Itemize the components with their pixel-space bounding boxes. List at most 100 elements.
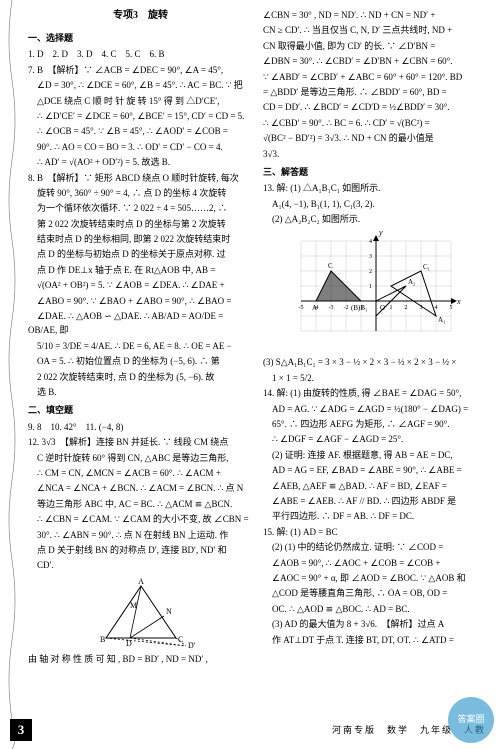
line: 9. 8 10. 42° 11. (−4, 8): [28, 420, 253, 434]
triangle-diagram: A B C D D′ M N: [86, 578, 196, 648]
svg-text:3: 3: [369, 254, 372, 260]
line: 1. D 2. D 3. D 4. C 5. C 6. B: [28, 47, 253, 61]
svg-text:1: 1: [389, 305, 392, 311]
line: CD = DD′. ∴ ∠BCD′ = ∠CD′D = ½∠BDD′ = 30°…: [263, 100, 488, 114]
line: 第 2 022 次旋转结束时点 D 的坐标与第 2 次旋转: [28, 217, 253, 231]
line: ∴ ∠D′CE′ = ∠DCE = 60°, ∠BCE′ = 15°, CD′ …: [28, 109, 253, 123]
line: ∠AEB, △AEF ≌ △BAD. ∴ AF = BD, ∠EAF =: [263, 479, 488, 493]
line: (2) 证明: 连接 AF. 根据题意, 得 AB = AE = DC,: [263, 448, 488, 462]
svg-text:A₁: A₁: [438, 316, 446, 324]
page-title: 专项3 旋转: [28, 8, 253, 24]
line: 3√3.: [263, 147, 488, 161]
watermark-badge: 答案圈: [448, 697, 494, 743]
line: (3) S△A₁B₁C₁ = 3 × 3 − ½ × 2 × 3 − ½ × 2…: [263, 355, 488, 369]
line: 点 D 作 DE⊥x 轴于点 E. 在 Rt△AOB 中, AB =: [28, 263, 253, 277]
line: C 逆时针旋转 60° 得到 CN, △ABC 是等边三角形,: [28, 451, 253, 465]
line: ∠AOB = 90°, ∴ ∠AOC + ∠COB = ∠COB +: [263, 556, 488, 570]
line: 65°. ∴ 四边形 AEFG 为矩形, ∴ ∠AGF = 90°.: [263, 417, 488, 431]
line: ∴ AD′ = √(AO² + OD′²) = 5. 故选 B.: [28, 155, 253, 169]
line: 1 × 1 = 5/2.: [263, 371, 488, 385]
line: AD = AG = EF, ∠BAD = ∠ABE = 90°, ∴ ∠ABE …: [263, 463, 488, 477]
line: 由 轴 对 称 性 质 可 知 , BD = BD′ , ND = ND′ ,: [28, 652, 253, 666]
line: 15. 解: (1) AD = BC: [263, 525, 488, 539]
svg-text:D: D: [126, 639, 132, 648]
svg-text:D′: D′: [188, 641, 196, 648]
line: (2) (1) 中的结论仍然成立. 证明: ∵ ∠COD =: [263, 540, 488, 554]
svg-text:(B)B₁: (B)B₁: [351, 304, 367, 312]
svg-text:-2: -2: [343, 305, 348, 311]
line: 点 D 关于射线 BN 的对称点 D′, 连接 BD′, ND′ 和: [28, 543, 253, 557]
line: 14. 解: (1) 由旋转的性质, 得 ∠BAE = ∠DAG = 50°,: [263, 386, 488, 400]
line: 90°. ∴ AO = CO = BO = 3. ∴ OD′ = CD′ − C…: [28, 140, 253, 154]
line: 选 B.: [28, 385, 253, 399]
svg-text:C: C: [178, 635, 183, 644]
line: ∴ CM = CN, ∠MCN = ∠ACB = 60°. ∴ ∠ACM +: [28, 466, 253, 480]
line: √(BC² − BD′²) = 3√3. ∴ ND + CN 的最小值是: [263, 131, 488, 145]
line: 12. 3√3 【解析】连接 BN 并延长. ∵ 线段 CM 绕点: [28, 435, 253, 449]
svg-text:A: A: [312, 304, 317, 312]
svg-text:2: 2: [404, 305, 407, 311]
line: 作 AT⊥DT 于点 T. 连接 BT, DT, OT. ∴ ∠ATD =: [263, 633, 488, 647]
line: CN 取得最小值, 即为 CD′ 的长. ∵ ∠D′BN =: [263, 39, 488, 53]
svg-text:M: M: [130, 601, 137, 610]
line: 点 D 的坐标与初始点 D 的坐标关于原点对称. 过: [28, 247, 253, 261]
svg-text:4: 4: [369, 239, 372, 245]
svg-text:C₁: C₁: [423, 263, 430, 271]
svg-text:y: y: [378, 231, 383, 237]
line: ∴ ∠OCB = 45°. ∵ ∠B = 45°, ∴ ∠AOD′ = ∠COB…: [28, 124, 253, 138]
page-footer: 3 河南专版 数学 九年级 人教: [0, 719, 500, 741]
svg-text:C: C: [328, 262, 333, 270]
line: 为一个循环依次循环. ∵ 2 022 ÷ 4 = 505……2, ∴: [28, 201, 253, 215]
line: AD = AG. ∵ ∠ADG = ∠AGD = ½(180° − ∠DAG) …: [263, 402, 488, 416]
line: (3) AD 的最大值为 8 + 3√6. 【解析】过点 A: [263, 617, 488, 631]
svg-text:A: A: [138, 578, 144, 586]
svg-text:O: O: [380, 304, 385, 312]
line: 13. 解: (1) △A₁B₁C₁ 如图所示.: [263, 181, 488, 195]
section-fill: 二、填空题: [28, 403, 253, 417]
svg-text:-5: -5: [298, 305, 303, 311]
line: 2 022 次旋转结束时, 点 D 的坐标为 (5, −6). 故: [28, 370, 253, 384]
page-number: 3: [10, 719, 32, 741]
svg-text:5: 5: [449, 305, 452, 311]
line: = △BDD′ 是等边三角形. ∴ ∠BDD′ = 60°, BD =: [263, 85, 488, 99]
svg-text:4: 4: [434, 305, 437, 311]
section-choice: 一、选择题: [28, 31, 253, 45]
svg-text:2: 2: [369, 269, 372, 275]
svg-text:x: x: [456, 297, 461, 306]
line: ∴ ∠CBN = ∠CAM. ∵ ∠CAM 的大小不变, 故 ∠CBN =: [28, 512, 253, 526]
line: (2) △A₂B₂C₂ 如图所示.: [263, 212, 488, 226]
section-solve: 三、解答题: [263, 165, 488, 179]
line: 30°. ∴ ∠ABN = 90°. ∴ 点 N 在射线 BN 上运动. 作: [28, 528, 253, 542]
line: △COD 是等腰直角三角形, ∴ OA = OB, OD =: [263, 586, 488, 600]
line: 平行四边形. ∴ DF = AB. ∴ DF = DC.: [263, 509, 488, 523]
svg-text:-3: -3: [328, 305, 333, 311]
line: 等边三角形 ABC 中, AC = BC. ∴ △ACM ≌ △BCN.: [28, 497, 253, 511]
line: 结束时点 D 的坐标相同, 即第 2 022 次旋转结束时: [28, 232, 253, 246]
line: ∴ ∠DGF = ∠AGF − ∠AGD = 25°.: [263, 432, 488, 446]
line: OA = 5. ∴ 初始位置点 D 的坐标为 (−5, 6). ∴ 第: [28, 354, 253, 368]
line: △DCE 绕点 C 顺 时 针 旋 转 15° 得 到 △D′CE′,: [28, 94, 253, 108]
coordinate-grid: -5-4-3-2-1123451234OxyA(B)B₁CA₁C₁A₂: [291, 231, 461, 351]
line: OC. ∴ △AOD ≌ △BOC. ∴ AD = BC.: [263, 602, 488, 616]
svg-text:A₂: A₂: [408, 278, 416, 286]
svg-text:N: N: [166, 607, 172, 616]
line: CD′.: [28, 558, 253, 572]
line: 7. B 【解析】∵ ∠ACB = ∠DEC = 90°, ∠A = 45°,: [28, 63, 253, 77]
line: CN ≥ CD′. ∴ 当且仅当 C, N, D′ 三点共线时, ND +: [263, 23, 488, 37]
line: ∴ ∠CBD′ = 90°. ∴ BC = 6. ∴ CD′ = √(BC²) …: [263, 116, 488, 130]
line: ∠AOC = 90° + α, 即 ∠AOD = ∠BOC. ∵ △AOB 和: [263, 571, 488, 585]
line: ∠ABO = 90°. ∵ ∠BAO + ∠ABO = 90°, ∴ ∠BAO …: [28, 294, 253, 308]
line: ∵ ∠ABD′ = ∠CBD′ + ∠ABC = 60° + 60° = 120…: [263, 70, 488, 84]
line: ∠ABE = ∠AEB. ∴ AF // BD. ∴ 四边形 ABDF 是: [263, 494, 488, 508]
line: 旋转 90°, 360° ÷ 90° = 4, ∴ 点 D 的坐标 4 次旋转: [28, 186, 253, 200]
line: √(OA² + OB²) = 5. ∵ ∠AOB = ∠DEA. ∴ ∠DAE …: [28, 278, 253, 292]
line: ∠D = 30°, ∴ ∠DCE = 60°, ∠B = 45°. ∴ AC =…: [28, 78, 253, 92]
line: 5/10 = 3/DE = 4/AE. ∴ DE = 6, AE = 8. ∴ …: [28, 339, 253, 353]
svg-text:1: 1: [369, 284, 372, 290]
line: 8. B 【解析】∵ 矩形 ABCD 绕点 O 顺时针旋转, 每次: [28, 171, 253, 185]
line: ∠DAE. ∴ △AOB ∽ △DAE. ∴ AB/AD = AO/DE = O…: [28, 309, 253, 338]
svg-text:B: B: [100, 635, 105, 644]
line: ∠CBN = 30° , ND = ND′. ∴ ND + CN = ND′ +: [263, 8, 488, 22]
line: ∠NCA = ∠NCA + ∠BCN. ∴ ∠ACM = ∠BCN. ∴ 点 N: [28, 481, 253, 495]
line: A₁(4, −1), B₁(1, 1), C₁(3, 2).: [263, 197, 488, 211]
